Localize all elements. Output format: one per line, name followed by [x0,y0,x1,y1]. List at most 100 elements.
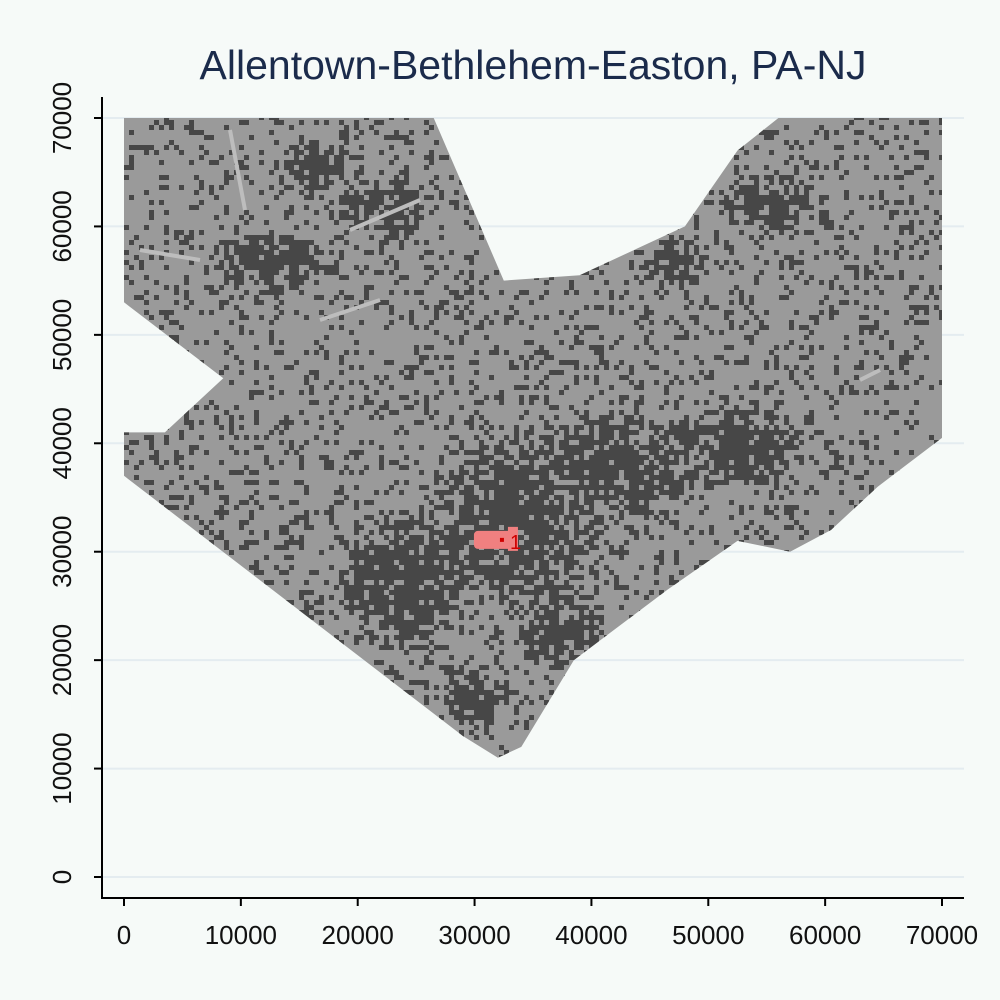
developed-cell-2939 [569,475,574,480]
developed-cell-2267 [599,420,604,425]
developed-cell-1128 [669,250,674,255]
developed-cell-1061 [289,245,294,250]
developed-cell-540 [754,185,759,190]
developed-cell-2790 [324,465,329,470]
developed-cell-3464 [494,520,499,525]
developed-cell-1044 [894,240,899,245]
developed-cell-3603 [684,530,689,535]
developed-cell-4151 [464,580,469,585]
developed-cell-2522 [289,445,294,450]
developed-cell-2794 [379,465,384,470]
developed-cell-615 [429,195,434,200]
developed-cell-2274 [669,420,674,425]
developed-cell-3392 [249,515,254,520]
developed-cell-3063 [479,485,484,490]
developed-cell-4806 [419,645,424,650]
developed-cell-3383 [804,510,809,515]
developed-cell-3232 [444,500,449,505]
developed-cell-4759 [339,640,344,645]
developed-cell-3097 [669,485,674,490]
developed-cell-3430 [664,515,669,520]
developed-cell-4729 [529,635,534,640]
developed-cell-2775 [784,460,789,465]
developed-cell-2085 [334,395,339,400]
developed-cell-3319 [774,505,779,510]
developed-cell-4049 [504,570,509,575]
developed-cell-3248 [539,500,544,505]
developed-cell-3923 [469,560,474,565]
developed-cell-568 [454,190,459,195]
developed-cell-4019 [339,570,344,575]
developed-cell-2593 [454,450,459,455]
developed-cell-4375 [439,600,444,605]
developed-cell-1818 [489,350,494,355]
developed-cell-3926 [509,560,514,565]
developed-cell-3231 [429,500,434,505]
developed-cell-1074 [664,245,669,250]
developed-cell-2848 [839,465,844,470]
developed-cell-3091 [629,485,634,490]
developed-cell-4530 [489,615,494,620]
developed-cell-3593 [559,530,564,535]
developed-cell-1195 [239,260,244,265]
developed-cell-2278 [719,420,724,425]
developed-cell-3270 [169,505,174,510]
developed-cell-889 [374,225,379,230]
developed-cell-4722 [409,635,414,640]
developed-cell-4255 [429,590,434,595]
developed-cell-3048 [184,485,189,490]
developed-cell-2065 [414,390,419,395]
developed-cell-367 [314,165,319,170]
developed-cell-43 [884,118,889,120]
developed-cell-4480 [424,610,429,615]
developed-cell-3207 [654,495,659,500]
developed-cell-4432 [529,605,534,610]
developed-cell-1982 [674,375,679,380]
developed-cell-2703 [769,455,774,460]
developed-cell-1086 [939,245,942,250]
developed-cell-1103 [294,250,299,255]
developed-cell-1636 [534,315,539,320]
developed-cell-2024 [324,385,329,390]
developed-cell-1400 [394,280,399,285]
developed-cell-3915 [409,560,414,565]
developed-cell-329 [304,160,309,165]
developed-cell-4900 [494,660,499,665]
developed-cell-4367 [389,600,394,605]
developed-cell-3069 [509,485,514,490]
developed-cell-1533 [379,300,384,305]
developed-cell-3566 [354,530,359,535]
developed-cell-4586 [569,620,574,625]
developed-cell-2035 [609,385,614,390]
developed-cell-3908 [369,560,374,565]
developed-cell-1539 [529,300,534,305]
developed-cell-2877 [554,470,559,475]
developed-cell-3120 [439,490,444,495]
developed-cell-2905 [744,470,749,475]
developed-cell-1312 [389,270,394,275]
developed-cell-1759 [279,340,284,345]
developed-cell-2411 [454,435,459,440]
developed-cell-2412 [474,435,479,440]
developed-cell-605 [359,195,364,200]
developed-cell-309 [839,155,844,160]
developed-cell-1657 [359,320,364,325]
developed-cell-4237 [299,590,304,595]
developed-cell-4137 [344,580,349,585]
developed-cell-2252 [279,420,284,425]
developed-cell-48 [189,120,194,125]
developed-cell-364 [299,165,304,170]
developed-cell-2189 [724,410,729,415]
developed-cell-3243 [509,500,514,505]
developed-cell-2827 [644,465,649,470]
developed-cell-2929 [499,475,504,480]
developed-cell-1750 [804,335,809,340]
developed-cell-4671 [429,630,434,635]
developed-cell-1531 [359,300,364,305]
developed-cell-3758 [444,545,449,550]
developed-cell-1166 [464,255,469,260]
developed-cell-756 [329,210,334,215]
developed-cell-395 [894,165,899,170]
developed-cell-3157 [789,490,794,495]
developed-cell-3025 [664,480,669,485]
